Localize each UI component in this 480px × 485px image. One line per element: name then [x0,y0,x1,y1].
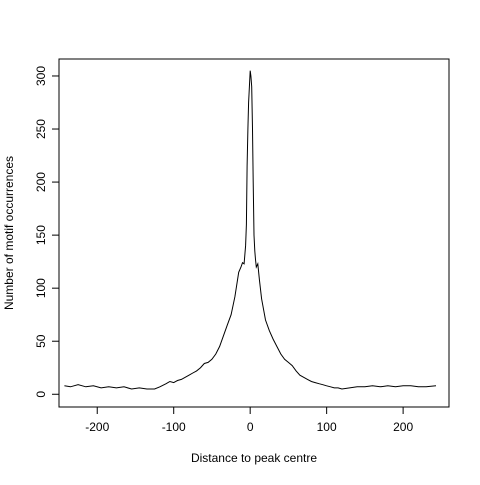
y-axis: 0 50 100 150 200 250 300 [34,66,60,398]
x-tick-label: 200 [393,420,413,434]
y-axis-title: Number of motif occurrences [2,156,16,310]
y-tick-label: 250 [34,119,48,139]
y-tick-label: 300 [34,66,48,86]
x-tick-label: 0 [247,420,254,434]
y-tick-label: 150 [34,225,48,245]
series-line [64,70,437,390]
x-axis: -200 -100 0 100 200 [85,406,413,434]
y-tick-label: 200 [34,172,48,192]
y-tick-label: 100 [34,278,48,298]
x-tick-label: -200 [85,420,109,434]
y-tick-label: 50 [34,334,48,348]
y-tick-label: 0 [34,391,48,398]
x-tick-label: -100 [162,420,186,434]
x-axis-title: Distance to peak centre [191,451,317,465]
x-tick-label: 100 [317,420,337,434]
